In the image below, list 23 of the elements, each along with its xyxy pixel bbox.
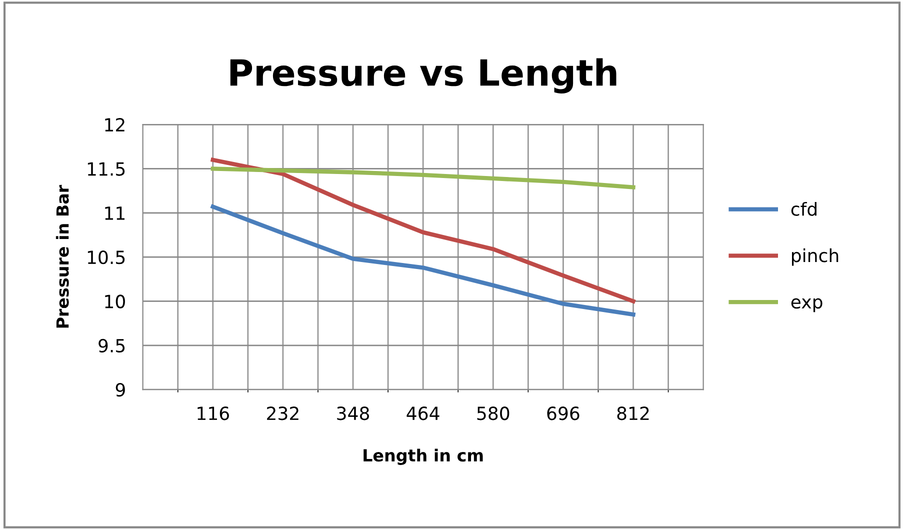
x-tick-label: 812 — [617, 406, 649, 420]
legend-label: exp — [791, 298, 822, 312]
y-tick-label: 9.5 — [98, 338, 125, 352]
y-tick-label: 11 — [105, 206, 124, 220]
y-tick-label: 12 — [105, 118, 124, 132]
x-tick-label: 232 — [267, 406, 298, 420]
x-axis-title: Length in cm — [364, 448, 483, 465]
y-tick-label: 10 — [105, 294, 125, 308]
y-tick-label: 11.5 — [88, 162, 125, 176]
y-tick-label: 9 — [116, 383, 125, 397]
x-tick-label: 696 — [547, 406, 580, 420]
line-series — [210, 158, 636, 304]
line-series — [210, 166, 636, 190]
x-tick-label: 464 — [406, 406, 440, 420]
line-series — [210, 204, 636, 317]
legend-label: cfd — [791, 202, 816, 216]
x-tick-label: 348 — [337, 406, 370, 420]
x-tick-label: 116 — [198, 406, 229, 420]
chart-title: Pressure vs Length — [230, 58, 616, 94]
x-tick-label: 580 — [477, 406, 510, 420]
y-tick-label: 10.5 — [88, 250, 125, 264]
legend-label: pinch — [792, 248, 838, 266]
y-axis-title: Pressure in Bar — [56, 184, 69, 328]
